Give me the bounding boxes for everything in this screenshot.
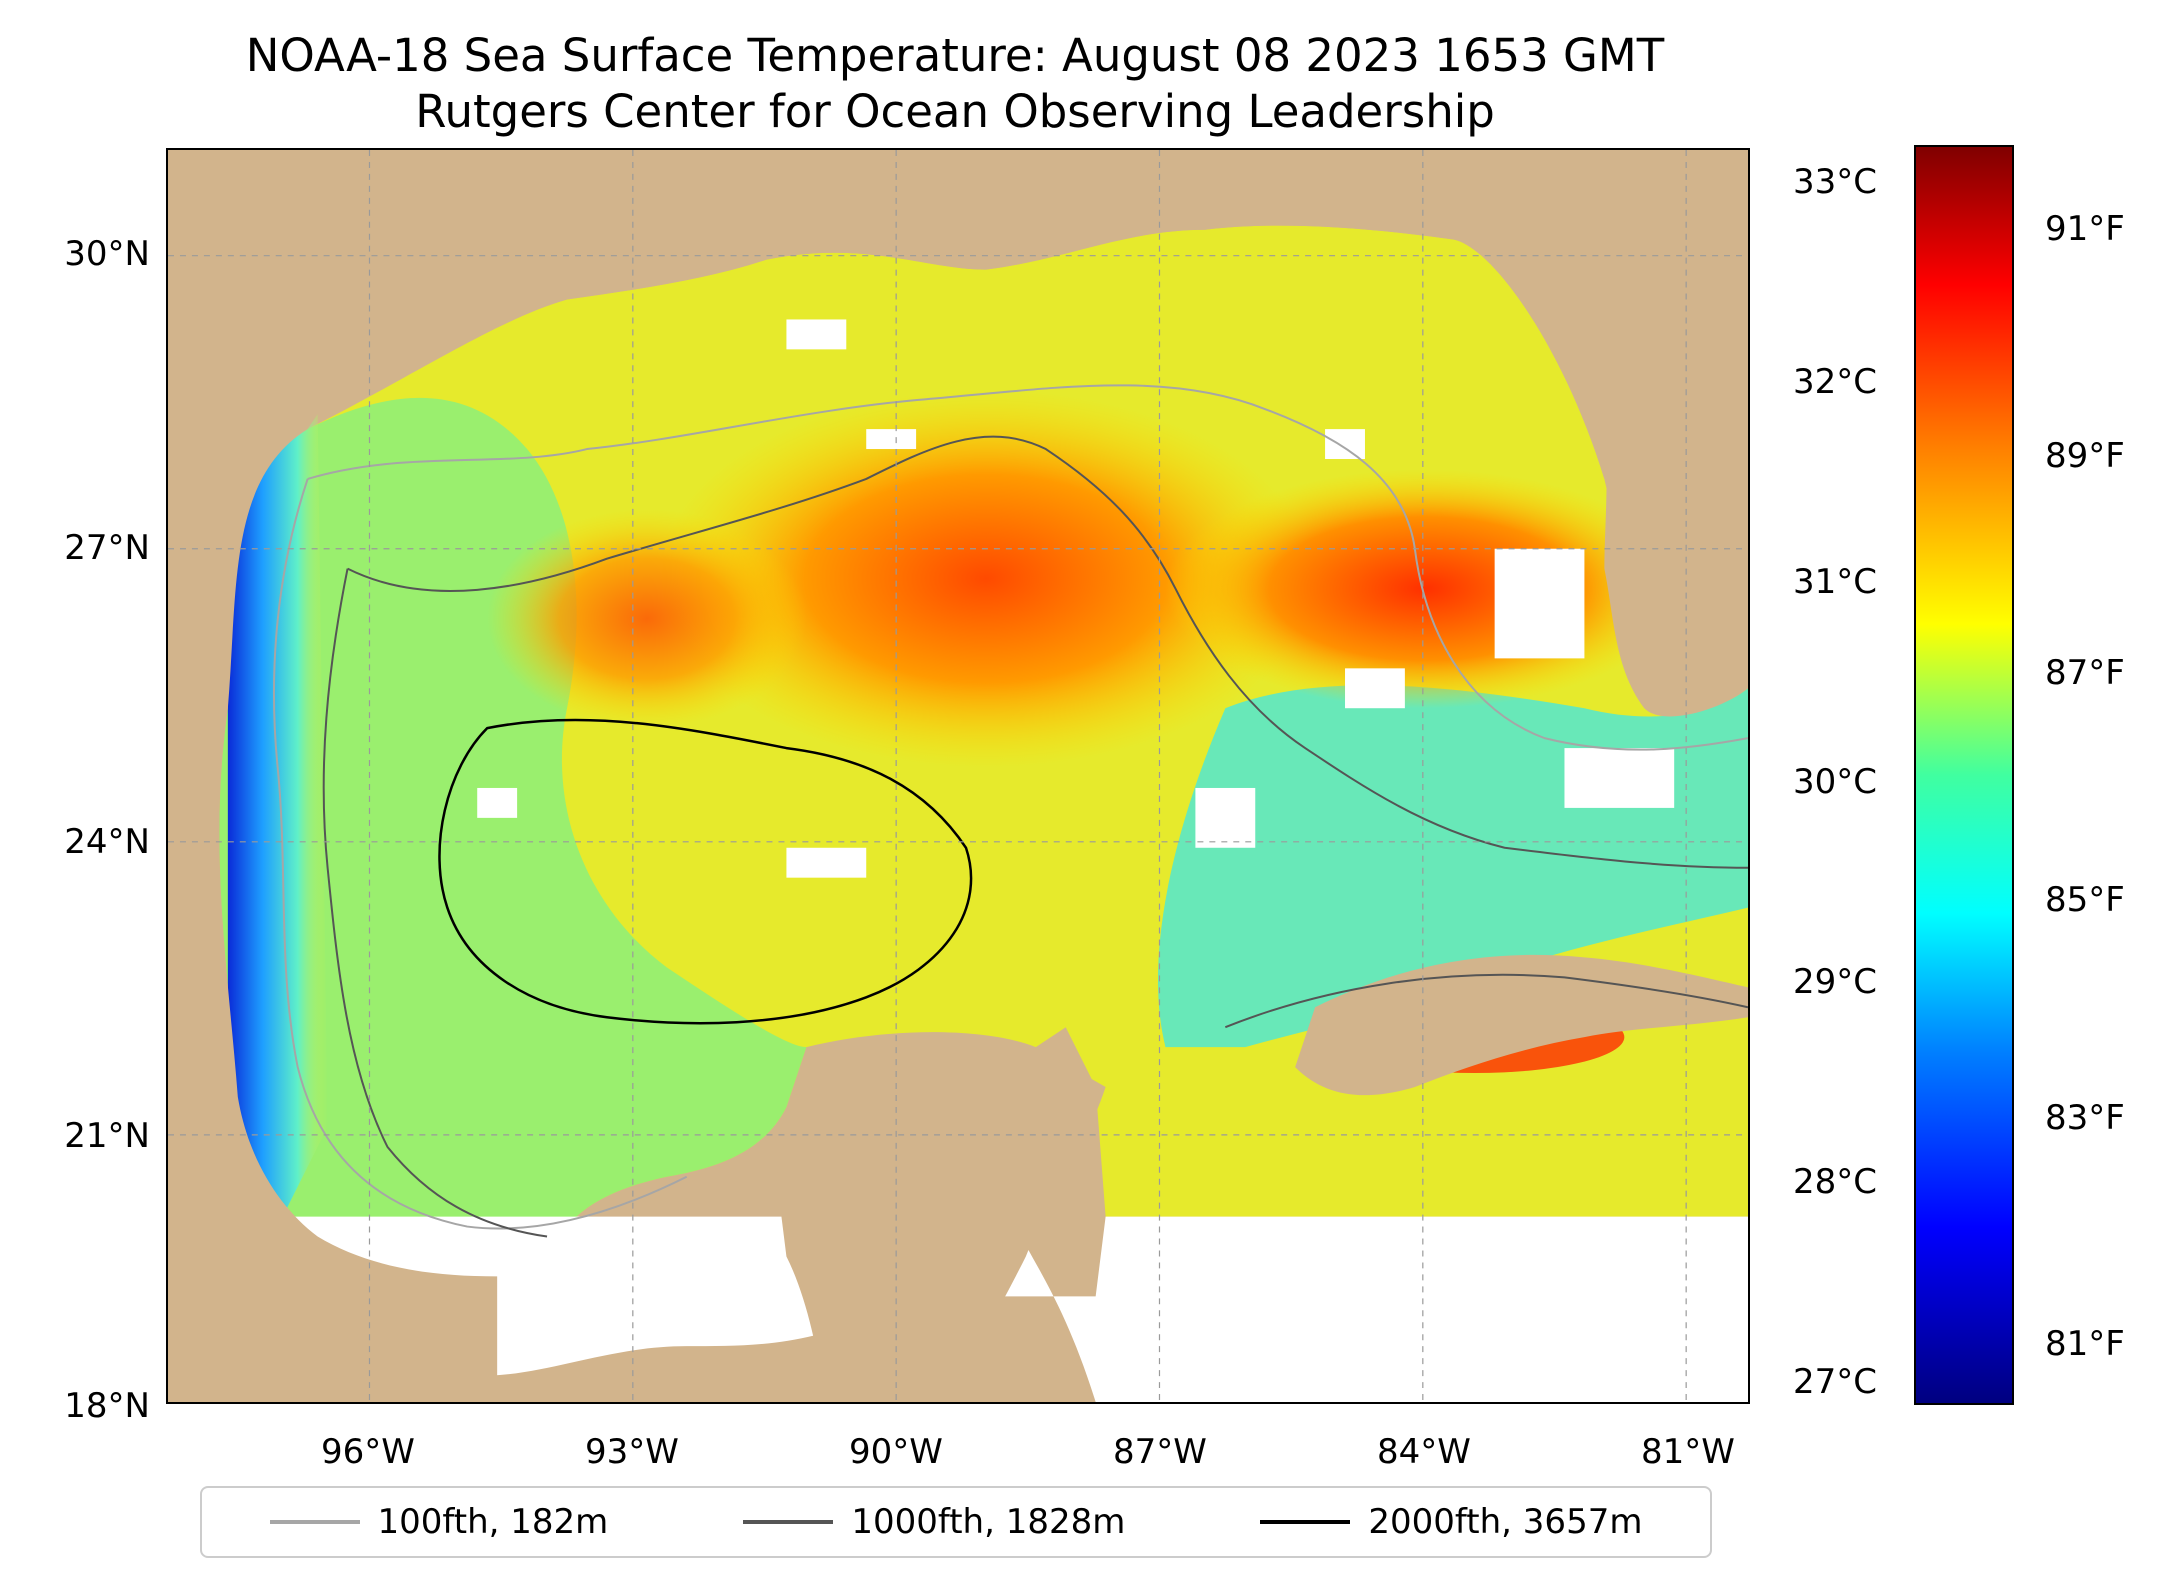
contour-100fth-west xyxy=(273,478,688,1230)
us-coast-land xyxy=(168,150,1748,479)
cloud-gap xyxy=(786,319,847,350)
yucatan-land xyxy=(776,1032,1106,1402)
lon-label-81w: 81°W xyxy=(1641,1432,1735,1472)
cloud-gap xyxy=(1564,748,1675,808)
legend-swatch-2000fth xyxy=(1260,1520,1351,1524)
fahrenheit-label: 91°F xyxy=(2045,209,2125,249)
cloud-gap xyxy=(1494,548,1585,659)
bathymetry-legend: 100fth, 182m 1000fth, 1828m 2000fth, 365… xyxy=(200,1486,1712,1558)
cloud-gap xyxy=(1195,787,1256,848)
legend-swatch-100fth xyxy=(269,1520,360,1524)
lon-label-90w: 90°W xyxy=(849,1432,943,1472)
lon-label-93w: 93°W xyxy=(585,1432,679,1472)
lat-label-24n: 24°N xyxy=(64,822,150,862)
fahrenheit-label: 87°F xyxy=(2045,653,2125,693)
florida-land xyxy=(1604,189,1748,717)
lat-label-27n: 27°N xyxy=(64,528,150,568)
legend-label-2000fth: 2000fth, 3657m xyxy=(1368,1502,1643,1542)
cloud-gaps xyxy=(477,319,1675,878)
celsius-scale: 33°C 32°C 31°C 30°C 29°C 28°C 27°C xyxy=(1775,148,1895,1404)
lat-label-30n: 30°N xyxy=(64,234,150,274)
celsius-label: 27°C xyxy=(1792,1362,1877,1402)
cuba-land xyxy=(1295,954,1748,1096)
lon-label-96w: 96°W xyxy=(321,1432,415,1472)
no-data-south xyxy=(237,1216,1748,1402)
cloud-gap xyxy=(866,429,917,450)
title-line-1: NOAA-18 Sea Surface Temperature: August … xyxy=(245,29,1665,82)
lon-label-87w: 87°W xyxy=(1113,1432,1207,1472)
contour-1000fth xyxy=(347,435,1748,869)
fahrenheit-label: 83°F xyxy=(2045,1098,2125,1138)
celsius-label: 29°C xyxy=(1792,962,1877,1002)
celsius-label: 30°C xyxy=(1792,762,1877,802)
fahrenheit-label: 81°F xyxy=(2045,1324,2125,1364)
bathymetry-contours xyxy=(273,384,1748,1238)
cloud-gap xyxy=(1345,668,1405,709)
title-line-2: Rutgers Center for Ocean Observing Leade… xyxy=(415,85,1495,138)
warm-core-central xyxy=(656,389,1316,769)
contour-1000fth-west xyxy=(322,568,548,1238)
celsius-label: 32°C xyxy=(1792,362,1877,402)
legend-item-1000fth: 1000fth, 1828m xyxy=(743,1502,1125,1542)
celsius-label: 33°C xyxy=(1792,162,1877,202)
warm-core-west xyxy=(487,508,807,729)
contour-cuba-channel xyxy=(1224,973,1748,1029)
sst-map-canvas xyxy=(168,150,1748,1402)
cloud-gap xyxy=(477,787,518,818)
cloud-gap xyxy=(1325,429,1365,460)
celsius-label: 28°C xyxy=(1792,1162,1877,1202)
gulf-west-green xyxy=(219,397,807,1277)
legend-label-1000fth: 1000fth, 1828m xyxy=(851,1502,1126,1542)
celsius-label: 31°C xyxy=(1792,562,1877,602)
lon-label-84w: 84°W xyxy=(1377,1432,1471,1472)
sst-map xyxy=(166,148,1750,1404)
legend-item-100fth: 100fth, 182m xyxy=(269,1502,609,1542)
temperature-colorbar xyxy=(1914,145,2014,1405)
lat-label-18n: 18°N xyxy=(64,1386,150,1426)
cloud-gap xyxy=(786,847,867,878)
fahrenheit-label: 89°F xyxy=(2045,436,2125,476)
chart-title: NOAA-18 Sea Surface Temperature: August … xyxy=(160,28,1750,140)
graticule xyxy=(168,150,1748,1402)
fahrenheit-label: 85°F xyxy=(2045,880,2125,920)
mexico-land xyxy=(168,150,498,1402)
legend-label-100fth: 100fth, 182m xyxy=(377,1502,609,1542)
lat-label-21n: 21°N xyxy=(64,1116,150,1156)
legend-item-2000fth: 2000fth, 3657m xyxy=(1260,1502,1642,1542)
west-coast-cool-band xyxy=(227,409,328,1227)
contour-100fth xyxy=(307,384,1748,751)
legend-swatch-1000fth xyxy=(743,1520,834,1524)
contour-2000fth xyxy=(438,718,973,1025)
